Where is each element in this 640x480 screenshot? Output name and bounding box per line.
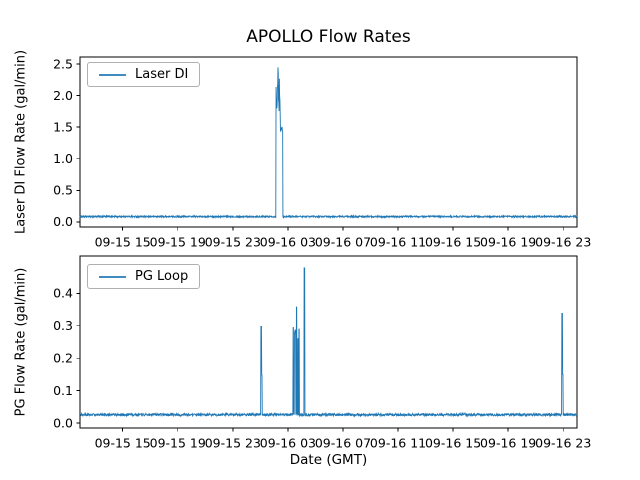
legend-label: PG Loop [135, 269, 189, 284]
x-tick-label: 09-15 23 [205, 235, 261, 250]
y-axis-label-laser-di: Laser DI Flow Rate (gal/min) [13, 49, 29, 235]
x-tick-label: 09-16 19 [480, 436, 536, 451]
chart-title: APOLLO Flow Rates [246, 27, 411, 47]
legend-line-sample [99, 275, 126, 278]
y-tick-label: 0.3 [53, 318, 73, 333]
x-tick-label: 09-15 19 [150, 436, 206, 451]
x-tick-label: 09-16 19 [480, 235, 536, 250]
y-tick-label: 0.5 [53, 183, 73, 198]
y-tick-label: 0.2 [53, 351, 73, 366]
y-tick-label: 0.4 [53, 286, 73, 301]
laser-di-axes [79, 56, 578, 228]
x-tick-label: 09-15 15 [95, 436, 151, 451]
x-tick-label: 09-16 15 [425, 436, 481, 451]
pg-loop-axes [79, 255, 578, 429]
y-tick-label: 0.0 [53, 214, 73, 229]
x-tick-label: 09-15 15 [95, 235, 151, 250]
x-tick-label: 09-16 07 [315, 436, 371, 451]
y-axis-label-pg-loop: PG Flow Rate (gal/min) [13, 267, 29, 417]
y-tick-label: 0.1 [53, 383, 73, 398]
x-tick-label: 09-15 23 [205, 436, 261, 451]
x-tick-label: 09-15 19 [150, 235, 206, 250]
legend-laser-di: Laser DI [87, 62, 201, 87]
x-tick-label: 09-16 23 [535, 436, 591, 451]
x-tick-label: 09-16 03 [260, 436, 316, 451]
x-tick-label: 09-16 03 [260, 235, 316, 250]
legend-label: Laser DI [135, 67, 189, 82]
y-tick-label: 0.0 [53, 415, 73, 430]
laser-di-line [79, 67, 578, 220]
x-tick-label: 09-16 11 [370, 436, 426, 451]
legend-line-sample [99, 73, 126, 76]
y-tick-label: 2.0 [53, 88, 73, 103]
y-tick-label: 1.0 [53, 151, 73, 166]
legend-pg-loop: PG Loop [87, 264, 201, 289]
x-tick-label: 09-16 11 [370, 235, 426, 250]
x-tick-label: 09-16 15 [425, 235, 481, 250]
x-axis-label: Date (GMT) [289, 452, 368, 468]
pg-loop-line [79, 267, 578, 418]
x-tick-label: 09-16 23 [535, 235, 591, 250]
y-tick-label: 1.5 [53, 119, 73, 134]
y-tick-label: 2.5 [53, 56, 73, 71]
x-tick-label: 09-16 07 [315, 235, 371, 250]
